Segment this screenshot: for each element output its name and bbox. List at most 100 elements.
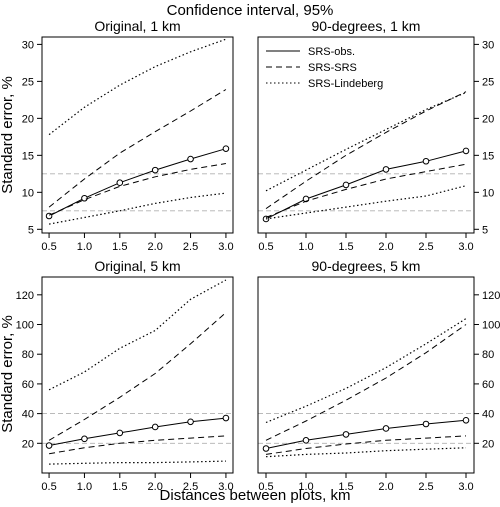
data-point [462, 147, 470, 155]
series-line-srs-obs [48, 148, 227, 217]
series-line-srs-lindeberg [265, 447, 467, 458]
y-tick-label: 25 [22, 76, 34, 88]
x-tick-label: 0.5 [258, 481, 273, 493]
y-tick-label: 5 [28, 224, 34, 236]
y-tick-label: 30 [22, 39, 34, 51]
panel-title: Original, 1 km [94, 18, 180, 34]
x-tick-label: 3.0 [218, 481, 233, 493]
figure-title: Confidence interval, 95% [167, 2, 334, 19]
data-point [422, 420, 430, 428]
series-line-srs-lindeberg [49, 460, 226, 465]
y-tick-label: 15 [22, 150, 34, 162]
data-point [342, 181, 350, 189]
series-line-srs-lindeberg [265, 91, 467, 192]
panel-3: Original, 5 km 0.5 1.0 1.5 2.0 2.5 3.0 20 40 60 80… [16, 258, 234, 493]
data-point [116, 179, 124, 187]
series-line-srs-lindeberg [265, 185, 467, 220]
panel-2: 90-degrees, 1 km 0.5 1.0 1.5 2.0 2.5 3.0 5 10 15 2… [257, 18, 494, 253]
x-tick-label: 2.5 [418, 481, 433, 493]
x-axis-label: Distances between plots, km [160, 487, 351, 504]
y-tick-label: 30 [482, 39, 494, 51]
series-line-srs-lindeberg [48, 38, 227, 136]
data-point [342, 431, 350, 438]
series-line-srs-srs [265, 163, 467, 218]
series-line-srs-srs [48, 163, 226, 216]
data-point [302, 437, 310, 444]
data-point [187, 155, 194, 163]
x-tick-label: 0.5 [258, 241, 273, 253]
y-tick-label: 120 [482, 290, 500, 302]
y-tick-label: 20 [22, 438, 34, 450]
x-tick-label: 1.5 [338, 481, 353, 493]
x-tick-label: 1.0 [298, 241, 313, 253]
series-line-srs-lindeberg [265, 318, 467, 424]
plot-frame [41, 36, 234, 234]
data-point [151, 166, 159, 174]
x-tick-label: 0.5 [41, 481, 56, 493]
legend: SRS-obs. SRS-SRS SRS-Lindeberg [266, 46, 383, 90]
panel-title: Original, 5 km [94, 258, 180, 274]
data-point [81, 435, 88, 443]
y-tick-label: 15 [482, 150, 494, 162]
data-point [187, 418, 194, 426]
data-point [422, 157, 430, 165]
y-tick-label: 120 [16, 290, 34, 302]
x-tick-label: 1.5 [112, 481, 127, 493]
x-tick-label: 2.0 [148, 481, 163, 493]
x-tick-label: 3.0 [458, 241, 473, 253]
plot-frame [257, 36, 475, 234]
series-line-srs-lindeberg [48, 279, 227, 391]
panel-4: 90-degrees, 5 km 0.5 1.0 1.5 2.0 2.5 3.0 20 40 60… [257, 258, 500, 493]
series-line-srs-obs [49, 417, 226, 446]
y-tick-label: 80 [482, 349, 494, 361]
y-tick-label: 80 [22, 349, 34, 361]
x-tick-label: 3.0 [458, 481, 473, 493]
data-point [262, 445, 270, 452]
x-tick-label: 2.0 [148, 241, 163, 253]
legend-label: SRS-SRS [308, 62, 357, 74]
x-tick-label: 2.5 [183, 241, 198, 253]
y-axis-label-bottom: Standard error, % [0, 315, 16, 433]
series-line-srs-lindeberg [48, 192, 226, 225]
series-line-srs-srs [48, 89, 227, 208]
data-point [222, 414, 230, 422]
panel-title: 90-degrees, 5 km [312, 258, 421, 274]
panel-title: 90-degrees, 1 km [312, 18, 421, 34]
y-tick-label: 5 [482, 224, 488, 236]
y-tick-label: 20 [482, 113, 494, 125]
data-point [462, 416, 470, 424]
series-line-srs-srs [49, 435, 226, 455]
y-tick-label: 60 [22, 379, 34, 391]
data-point [151, 423, 159, 431]
data-point [81, 194, 88, 202]
y-tick-label: 10 [482, 187, 494, 199]
x-tick-label: 1.5 [338, 241, 353, 253]
data-point [382, 425, 390, 432]
panel-1: Original, 1 km 0.5 1.0 1.5 2.0 2.5 3.0 5 10 15 20 2… [22, 18, 234, 253]
plot-frame [257, 276, 475, 474]
x-tick-label: 3.0 [218, 241, 233, 253]
x-tick-label: 1.5 [112, 241, 127, 253]
series-line-srs-srs [48, 312, 227, 441]
y-tick-label: 10 [22, 187, 34, 199]
x-tick-label: 2.0 [378, 241, 393, 253]
y-tick-label: 20 [22, 113, 34, 125]
y-axis-label-top: Standard error, % [0, 76, 16, 194]
series-line-srs-srs [265, 91, 467, 210]
y-tick-label: 25 [482, 76, 494, 88]
y-tick-label: 100 [16, 320, 34, 332]
legend-label: SRS-obs. [308, 46, 355, 58]
x-tick-label: 1.0 [298, 481, 313, 493]
x-tick-label: 2.5 [418, 241, 433, 253]
y-tick-label: 60 [482, 379, 494, 391]
series-line-srs-srs [265, 435, 467, 455]
x-tick-label: 2.5 [183, 481, 198, 493]
legend-label: SRS-Lindeberg [308, 78, 383, 90]
x-tick-label: 1.0 [77, 241, 92, 253]
y-tick-label: 100 [482, 320, 500, 332]
y-tick-label: 20 [482, 438, 494, 450]
data-point [45, 442, 53, 449]
x-tick-label: 2.0 [378, 481, 393, 493]
series-line-srs-obs [265, 150, 467, 220]
